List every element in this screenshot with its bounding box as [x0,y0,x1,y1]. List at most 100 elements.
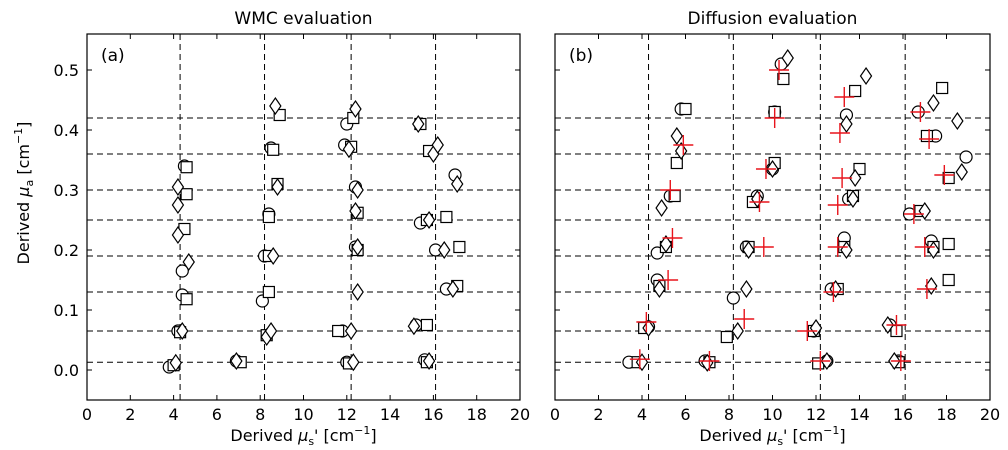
x-tick-label: 10 [293,405,313,424]
data-point-square [332,324,345,338]
data-point-diamond [848,168,862,188]
x-tick-label: 12 [806,405,826,424]
x-tick-label: 2 [593,405,603,424]
data-point-diamond [351,282,364,302]
data-point-diamond [653,279,666,299]
plot-frame [86,33,521,401]
data-point-diamond [840,114,853,134]
y-tick-label: 0.0 [54,361,79,380]
data-point-square [670,156,683,170]
x-tick-label: 6 [680,405,690,424]
data-point-cross [823,282,844,302]
x-axis-label: Derived μs' [cm−1] [230,424,376,448]
data-point-diamond [450,174,464,194]
data-point-diamond [446,279,460,299]
data-point-diamond [349,201,362,221]
data-point-cross [827,237,848,257]
panel-diffusion-evaluation: 0 2 4 6 8 10 12 14 16 18 20 Diffusion evaluation (b)… [550,9,1000,448]
data-point-diamond [169,353,182,372]
data-point-square [777,72,790,86]
data-point-cross [673,135,694,155]
x-tick-label: 12 [337,405,357,424]
data-point-square [262,285,275,299]
y-tick-label: 0.5 [54,61,79,80]
data-point-diamond [781,48,794,68]
data-point-diamond [422,351,436,371]
panel-label: (b) [569,46,593,66]
panel-wmc-evaluation: 0 2 4 6 8 10 12 14 16 18 20 0.0 0.1 0.2 0.3 0.4 0.5 WMC e… [54,9,531,448]
x-tick-label: 8 [255,405,265,424]
data-point-diamond [171,195,185,215]
data-point-cross [810,351,831,371]
panel-title: Diffusion evaluation [688,9,858,29]
x-tick-label: 6 [212,405,222,424]
data-point-circle [726,291,740,305]
data-point-diamond [955,162,968,182]
data-point-square [180,161,193,174]
y-tick-label: 0.3 [54,181,79,200]
data-point-cross [916,279,937,299]
data-point-diamond [344,321,358,341]
data-point-square [942,237,955,251]
data-point-cross [910,102,931,122]
y-tick-label: 0.1 [54,301,79,320]
x-tick-label: 20 [980,405,1000,424]
data-point-cross [886,315,907,335]
data-point-diamond [412,114,425,134]
data-point-square [942,273,955,287]
data-point-diamond [927,93,940,113]
data-point-diamond [351,237,364,257]
data-point-square [853,162,866,176]
data-point-cross [797,321,818,341]
x-tick-label: 0 [82,405,92,424]
y-axis-label: Derived μa [cm−1] [12,122,36,265]
data-point-square [267,143,280,156]
data-point-diamond [182,252,195,272]
data-point-diamond [407,317,421,336]
data-point-diamond [176,321,189,341]
data-point-cross [934,165,955,185]
y-tick-label: 0.4 [54,121,79,140]
data-point-diamond [670,126,684,146]
data-point-diamond [437,240,451,260]
data-point-square [720,330,733,344]
data-point-diamond [351,180,364,200]
data-point-cross [699,351,720,371]
data-point-diamond [659,234,673,254]
data-point-square [180,188,193,201]
data-point-square [453,240,466,254]
data-point-diamond [266,246,280,266]
data-point-cross [769,60,790,80]
x-tick-label: 4 [169,405,179,424]
data-point-square [920,129,934,143]
data-point-diamond [269,96,282,116]
data-point-cross [753,237,774,257]
data-point-square [273,108,286,122]
data-point-square [942,171,955,185]
data-point-cross [764,108,785,128]
data-point-diamond [809,318,823,338]
data-point-diamond [918,201,931,221]
data-point-diamond [846,189,860,209]
data-point-cross [832,168,853,188]
x-tick-label: 16 [893,405,913,424]
x-tick-label: 18 [936,405,956,424]
x-tick-label: 2 [125,405,135,424]
data-point-circle [175,264,189,278]
data-point-cross [636,312,657,332]
data-point-diamond [655,198,668,218]
x-tick-label: 4 [637,405,647,424]
panel-label: (a) [101,46,125,66]
x-tick-label: 20 [510,405,530,424]
data-point-circle [959,150,973,164]
data-point-square [849,84,862,98]
data-point-diamond [171,225,185,245]
data-point-cross [629,349,650,370]
data-point-diamond [230,351,243,371]
data-point-diamond [349,99,362,119]
data-point-cross [660,180,681,200]
data-point-diamond [347,353,360,372]
data-point-square [180,293,193,306]
data-point-diamond [731,321,744,341]
data-point-cross [914,237,935,257]
